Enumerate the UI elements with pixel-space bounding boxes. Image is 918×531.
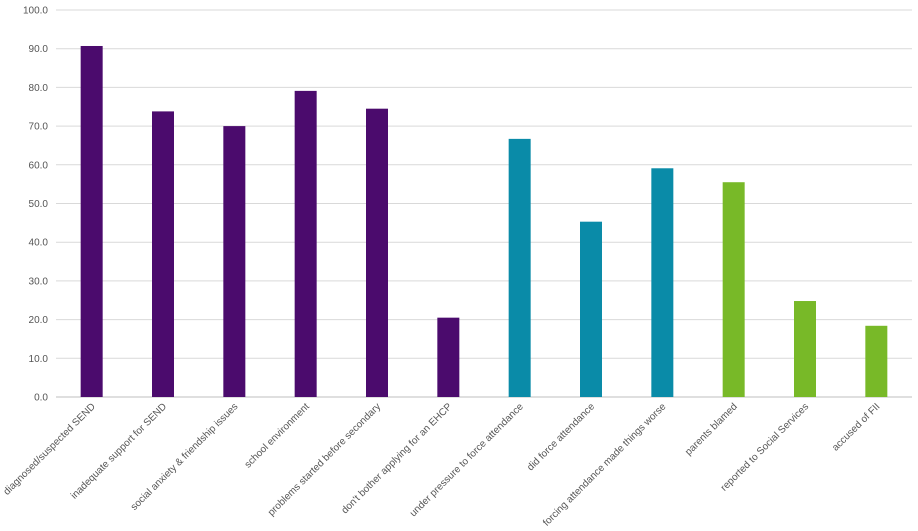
y-tick-label: 40.0 — [29, 238, 49, 249]
y-axis-ticks: 0.0 10.0 20.0 30.0 40.0 50.0 60.0 70.0 80.0 90.0 1… — [23, 6, 48, 404]
gridlines — [56, 9, 912, 398]
x-category-label: accused of FII — [830, 401, 882, 453]
y-tick-label: 20.0 — [29, 315, 49, 326]
x-category-label: forcing attendance made things worse — [541, 401, 669, 529]
bar — [722, 182, 745, 397]
y-tick-label: 50.0 — [29, 199, 49, 210]
x-category-label: don't bother applying for an EHCP — [340, 401, 455, 516]
bar — [865, 325, 888, 397]
x-category-label: parents blamed — [683, 401, 740, 458]
bar — [223, 126, 246, 397]
bar — [294, 90, 317, 398]
bar — [651, 168, 674, 397]
y-tick-label: 60.0 — [29, 160, 49, 171]
bar — [508, 138, 531, 397]
y-tick-label: 100.0 — [23, 6, 48, 17]
x-category-label: under pressure to force attendance — [408, 401, 526, 519]
x-category-label: school environment — [243, 401, 312, 470]
y-tick-label: 70.0 — [29, 122, 49, 133]
bar — [437, 317, 460, 397]
y-tick-label: 30.0 — [29, 276, 49, 287]
bar — [580, 221, 602, 397]
y-tick-label: 10.0 — [29, 354, 49, 365]
y-tick-label: 90.0 — [29, 44, 49, 55]
bars — [80, 45, 888, 398]
bar — [366, 108, 388, 397]
x-category-label: problems started before secondary — [266, 401, 383, 518]
x-category-label: did force attendance — [525, 401, 597, 473]
bar — [152, 111, 174, 398]
y-tick-label: 0.0 — [34, 393, 48, 404]
y-tick-label: 80.0 — [29, 83, 49, 94]
bar — [80, 45, 103, 398]
bar — [794, 301, 816, 397]
